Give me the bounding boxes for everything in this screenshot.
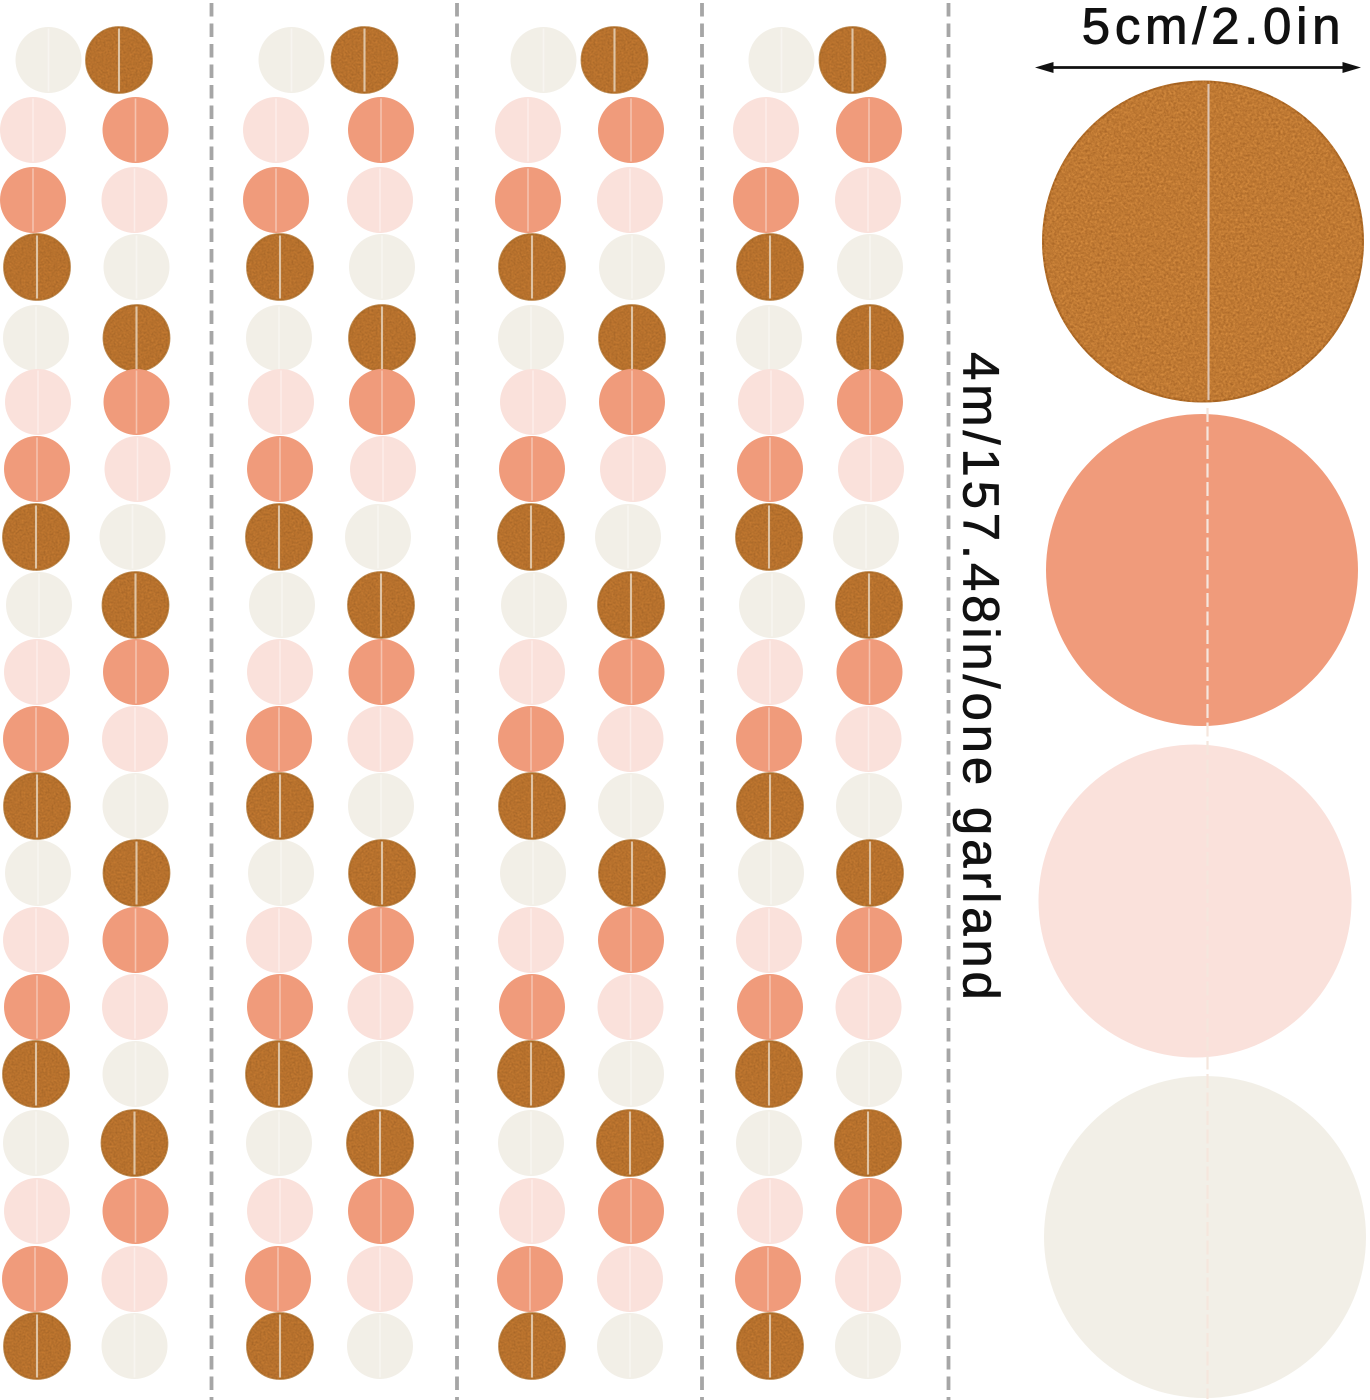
svg-text:4m/157.48in/one garland: 4m/157.48in/one garland	[953, 352, 1010, 1004]
svg-text:5cm/2.0in: 5cm/2.0in	[1082, 0, 1345, 55]
